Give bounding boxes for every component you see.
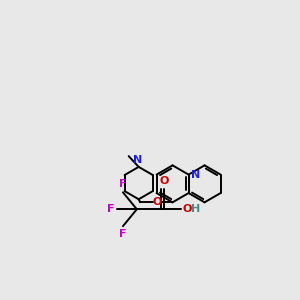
Text: O: O <box>159 176 168 186</box>
Text: F: F <box>119 179 127 189</box>
Text: O: O <box>182 204 192 214</box>
Text: O: O <box>152 197 162 207</box>
Text: H: H <box>191 204 201 214</box>
Text: N: N <box>191 169 200 180</box>
Text: F: F <box>107 204 115 214</box>
Text: F: F <box>119 229 127 239</box>
Text: N: N <box>133 154 142 165</box>
